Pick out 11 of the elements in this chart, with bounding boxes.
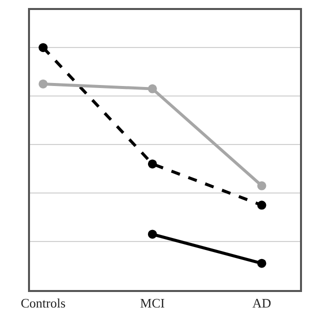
x-tick-label: AD (252, 295, 272, 310)
point (148, 84, 157, 94)
point (38, 43, 48, 52)
x-tick-label: Controls (20, 295, 66, 310)
point (257, 181, 266, 190)
point (257, 258, 266, 268)
point (148, 159, 157, 168)
point (257, 200, 266, 210)
point (148, 230, 157, 239)
point (38, 79, 48, 88)
x-tick-label: MCI (140, 295, 165, 310)
